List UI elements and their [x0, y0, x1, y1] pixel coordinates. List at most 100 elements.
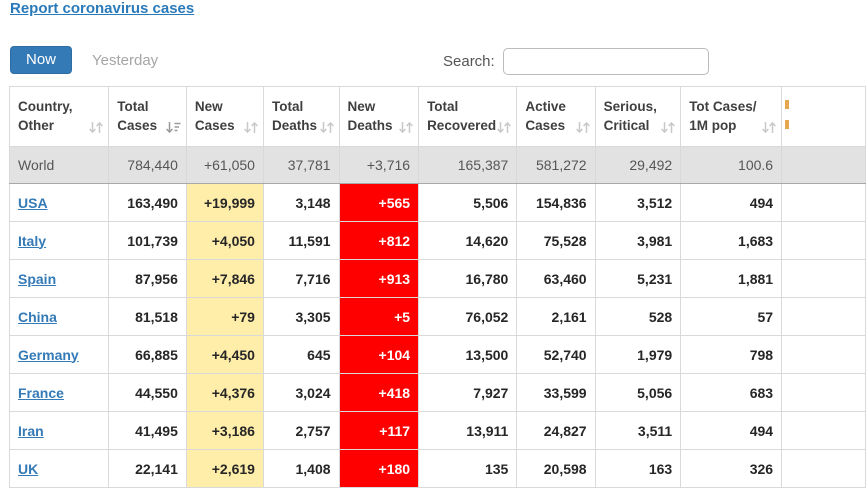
cell-serious-critical: 1,979: [594, 335, 682, 374]
table-row: China 81,518 +79 3,305 +5 76,052 2,161 5…: [8, 297, 866, 336]
cell-new-cases: +4,376: [185, 373, 264, 412]
country-link[interactable]: UK: [18, 460, 39, 477]
cell-country: France: [8, 373, 110, 412]
col-header-active-cases[interactable]: Active Cases: [516, 86, 596, 147]
cell-active-cases: 20,598: [516, 449, 596, 488]
sort-icon: [575, 121, 590, 134]
cell-total-deaths: 7,716: [262, 259, 340, 298]
search-label: Search:: [443, 53, 495, 70]
sort-icon: [762, 121, 777, 134]
col-header-serious-critical[interactable]: Serious, Critical: [594, 86, 682, 147]
cell-cases-per-1m: 494: [680, 411, 783, 450]
col-header-total-recovered[interactable]: Total Recovered: [418, 86, 518, 147]
col-header-total-cases[interactable]: Total Cases: [108, 86, 187, 147]
table-row: USA 163,490 +19,999 3,148 +565 5,506 154…: [8, 183, 866, 222]
col-header-new-deaths[interactable]: New Deaths: [338, 86, 420, 147]
tab-yesterday[interactable]: Yesterday: [92, 51, 159, 69]
cell-total-cases: 101,739: [108, 221, 187, 260]
cell-cases-per-1m: 494: [680, 183, 783, 222]
cases-table: Country, Other Total Cases New Cases Tot…: [8, 86, 866, 488]
cell-cases-per-1m: 57: [680, 297, 783, 336]
cell-active-cases: 581,272: [516, 146, 596, 184]
cell-total-recovered: 5,506: [418, 183, 518, 222]
sort-icon: [661, 121, 676, 134]
cell-new-cases: +19,999: [185, 183, 264, 222]
cell-total-recovered: 13,500: [418, 335, 518, 374]
cell-serious-critical: 3,512: [594, 183, 682, 222]
sort-icon: [319, 121, 334, 134]
cell-active-cases: 75,528: [516, 221, 596, 260]
col-header-total-deaths[interactable]: Total Deaths: [262, 86, 340, 147]
country-link[interactable]: France: [18, 384, 64, 401]
cell-new-cases: +4,450: [185, 335, 264, 374]
country-link[interactable]: Spain: [18, 270, 57, 287]
cell-total-recovered: 165,387: [418, 146, 518, 184]
cell-new-cases: +61,050: [185, 146, 264, 184]
cell-new-deaths: +104: [338, 335, 420, 374]
clipped-header-fragment: [785, 100, 790, 109]
cell-total-recovered: 16,780: [418, 259, 518, 298]
sort-icon: [497, 121, 512, 134]
cell-serious-critical: 3,981: [594, 221, 682, 260]
country-link[interactable]: USA: [18, 194, 48, 211]
cell-serious-critical: 528: [594, 297, 682, 336]
tab-now[interactable]: Now: [10, 46, 73, 74]
cell-total-recovered: 13,911: [418, 411, 518, 450]
cell-active-cases: 63,460: [516, 259, 596, 298]
cell-total-deaths: 3,305: [262, 297, 340, 336]
cell-cases-per-1m: 683: [680, 373, 783, 412]
sort-desc-icon: [165, 122, 181, 134]
col-header-cases-per-1m[interactable]: Tot Cases/ 1M pop: [680, 86, 783, 147]
cell-cases-per-1m: 100.6: [680, 146, 783, 184]
table-row: UK 22,141 +2,619 1,408 +180 135 20,598 1…: [8, 449, 866, 488]
search-group: Search:: [443, 48, 709, 75]
cell-new-deaths: +565: [338, 183, 420, 222]
country-link[interactable]: China: [18, 308, 57, 325]
country-link[interactable]: Italy: [18, 232, 47, 249]
cell-country: Germany: [8, 335, 110, 374]
cell-active-cases: 154,836: [516, 183, 596, 222]
cell-country: China: [8, 297, 110, 336]
cell-total-deaths: 2,757: [262, 411, 340, 450]
sort-icon: [89, 121, 104, 134]
cell-total-recovered: 76,052: [418, 297, 518, 336]
table-row: Spain 87,956 +7,846 7,716 +913 16,780 63…: [8, 259, 866, 298]
col-header-clipped: [781, 86, 866, 147]
cell-total-deaths: 1,408: [262, 449, 340, 488]
cell-country: Italy: [8, 221, 110, 260]
cell-clipped: [781, 449, 866, 488]
country-link[interactable]: Germany: [18, 346, 79, 363]
cell-total-cases: 784,440: [108, 146, 187, 184]
cell-total-cases: 87,956: [108, 259, 187, 298]
cell-total-deaths: 37,781: [262, 146, 340, 184]
cell-cases-per-1m: 326: [680, 449, 783, 488]
cell-new-deaths: +180: [338, 449, 420, 488]
table-row: France 44,550 +4,376 3,024 +418 7,927 33…: [8, 373, 866, 412]
col-header-country[interactable]: Country, Other: [8, 86, 110, 147]
cell-cases-per-1m: 798: [680, 335, 783, 374]
cell-active-cases: 2,161: [516, 297, 596, 336]
report-cases-link[interactable]: Report coronavirus cases: [10, 0, 195, 17]
cell-clipped: [781, 335, 866, 374]
cell-clipped: [781, 183, 866, 222]
sort-icon: [244, 121, 258, 134]
cell-total-deaths: 11,591: [262, 221, 340, 260]
cell-active-cases: 24,827: [516, 411, 596, 450]
cell-new-deaths: +117: [338, 411, 420, 450]
cell-active-cases: 33,599: [516, 373, 596, 412]
country-link[interactable]: Iran: [18, 422, 44, 439]
cell-serious-critical: 29,492: [594, 146, 682, 184]
cell-new-deaths: +418: [338, 373, 420, 412]
cell-clipped: [781, 146, 866, 184]
clipped-header-fragment: [785, 120, 790, 129]
cell-country: World: [8, 146, 110, 184]
cell-cases-per-1m: 1,881: [680, 259, 783, 298]
cell-total-cases: 41,495: [108, 411, 187, 450]
time-tabs: Now Yesterday: [10, 46, 158, 74]
cell-new-deaths: +3,716: [338, 146, 420, 184]
cell-new-cases: +79: [185, 297, 264, 336]
cell-total-recovered: 135: [418, 449, 518, 488]
col-header-new-cases[interactable]: New Cases: [185, 86, 264, 147]
search-input[interactable]: [502, 48, 709, 75]
